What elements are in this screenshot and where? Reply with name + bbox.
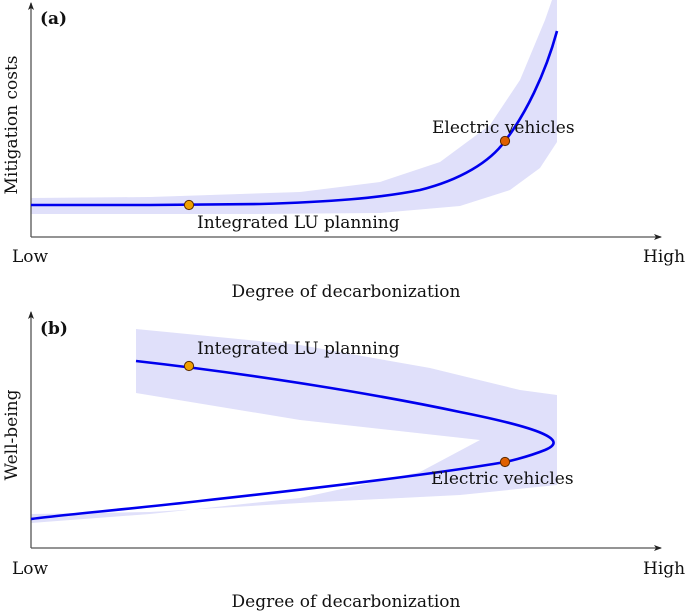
point-integrated-lu-planning-a <box>183 199 195 211</box>
x-tick-high-b: High <box>643 559 685 579</box>
x-axis-title-a: Degree of decarbonization <box>232 282 461 302</box>
annotation-integrated-lu-planning-b: Integrated LU planning <box>197 339 400 359</box>
x-tick-high-a: High <box>643 247 685 267</box>
panel-b: (b) Integrated LU planning Electric vehi… <box>2 311 685 612</box>
annotation-integrated-lu-planning-a: Integrated LU planning <box>197 213 400 233</box>
uncertainty-band-a <box>31 0 557 214</box>
annotation-electric-vehicles-b: Electric vehicles <box>431 469 574 489</box>
point-electric-vehicles-b <box>499 456 511 468</box>
point-integrated-lu-planning-b <box>183 360 195 372</box>
x-tick-low-b: Low <box>12 559 49 579</box>
x-tick-low-a: Low <box>12 247 49 267</box>
y-axis-title-b: Well-being <box>2 389 22 480</box>
panel-tag-b: (b) <box>40 319 68 339</box>
y-axis-title-a: Mitigation costs <box>2 55 22 194</box>
panel-tag-a: (a) <box>40 9 67 29</box>
panel-a: (a) Electric vehicles Integrated LU plan… <box>2 0 685 302</box>
curve-b <box>30 359 555 521</box>
annotation-electric-vehicles-a: Electric vehicles <box>432 118 575 138</box>
point-electric-vehicles-a <box>499 135 511 147</box>
x-axis-title-b: Degree of decarbonization <box>232 592 461 612</box>
curve-a <box>31 30 559 207</box>
